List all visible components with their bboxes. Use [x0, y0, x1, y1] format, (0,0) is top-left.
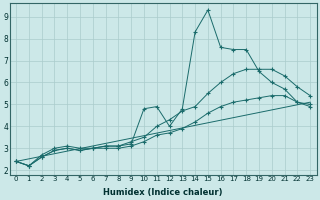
X-axis label: Humidex (Indice chaleur): Humidex (Indice chaleur) [103, 188, 223, 197]
